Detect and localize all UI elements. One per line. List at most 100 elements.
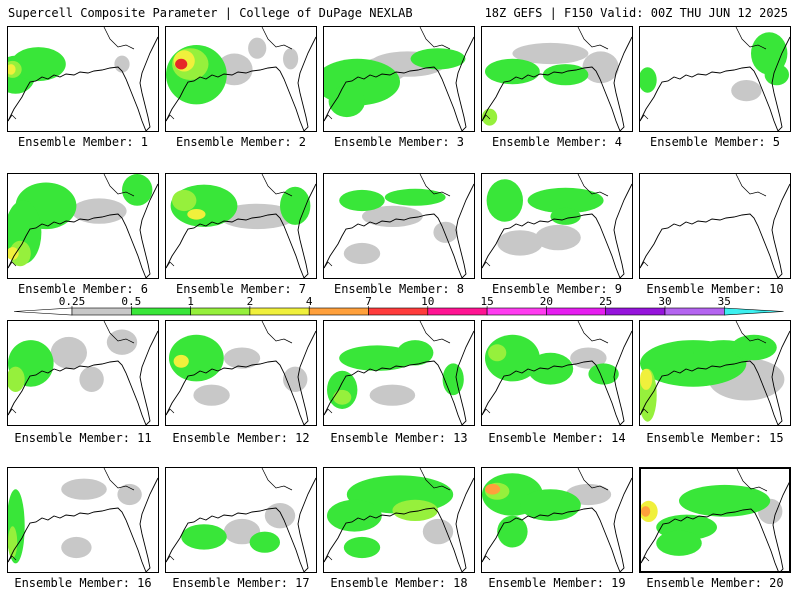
member-caption: Ensemble Member: 2: [175, 135, 307, 149]
coastline: [640, 183, 790, 278]
ensemble-panel: [639, 26, 791, 132]
colorbar-label: 10: [421, 296, 434, 308]
colorbar-low-arrow: [14, 307, 73, 316]
coastline: [482, 477, 632, 572]
scp-contour: [582, 51, 619, 84]
member-caption: Ensemble Member: 8: [333, 282, 465, 296]
border-line: [324, 408, 333, 416]
scp-contour: [433, 221, 458, 243]
scp-contour: [764, 64, 789, 86]
coastline: [482, 330, 632, 425]
panel-map: [482, 321, 632, 425]
member-caption: Ensemble Member: 5: [649, 135, 781, 149]
scp-contour: [486, 179, 523, 222]
colorbar-label: 1: [187, 296, 194, 308]
coastline: [8, 183, 158, 278]
border-line: [166, 114, 175, 122]
panel-map: [8, 321, 158, 425]
colorbar-label: 0.25: [59, 296, 86, 308]
ensemble-panel: [165, 173, 317, 279]
member-caption: Ensemble Member: 19: [488, 576, 626, 590]
scp-contour: [248, 37, 267, 59]
ensemble-panel: [323, 320, 475, 426]
state-line: [103, 321, 135, 344]
member-caption: Ensemble Member: 17: [172, 576, 310, 590]
scp-contour: [339, 189, 385, 212]
colorbar-swatch: [605, 307, 666, 316]
member-caption: Ensemble Member: 16: [14, 576, 152, 590]
member-caption: Ensemble Member: 13: [330, 431, 468, 445]
member-caption: Ensemble Member: 4: [491, 135, 623, 149]
ensemble-panel: [7, 26, 159, 132]
scp-contour: [512, 42, 589, 65]
panel-map: [482, 174, 632, 278]
scp-contour: [731, 334, 777, 361]
scp-contour: [11, 47, 66, 82]
scp-contour: [79, 366, 104, 392]
member-caption: Ensemble Member: 12: [172, 431, 310, 445]
colorbar-swatch: [308, 307, 369, 316]
scp-contour: [181, 524, 227, 550]
member-caption: Ensemble Member: 6: [17, 282, 149, 296]
colorbar-label: 4: [306, 296, 313, 308]
border-line: [8, 261, 17, 269]
panel-map: [640, 27, 790, 131]
ensemble-panel: [481, 467, 633, 573]
scp-contour: [9, 240, 31, 267]
scp-contour: [527, 352, 574, 385]
scp-contour: [283, 48, 299, 70]
state-line: [261, 321, 293, 344]
member-caption: Ensemble Member: 15: [646, 431, 784, 445]
border-line: [8, 114, 17, 122]
scp-contour: [397, 340, 434, 366]
scp-contour: [8, 526, 18, 559]
panel-map: [641, 469, 789, 571]
state-line: [419, 174, 451, 197]
state-line: [419, 27, 451, 50]
border-line: [482, 261, 491, 269]
state-line: [577, 174, 609, 197]
coastline: [166, 183, 316, 278]
panel-map: [324, 27, 474, 131]
border-line: [166, 555, 175, 563]
ensemble-panel: [165, 26, 317, 132]
coastline: [640, 330, 790, 425]
scp-contour: [328, 85, 365, 118]
colorbar-label: 15: [480, 296, 493, 308]
border-line: [641, 556, 650, 564]
ensemble-panel: [639, 467, 791, 573]
state-line: [419, 321, 451, 344]
ensemble-panel: [639, 320, 791, 426]
scp-contour: [488, 344, 507, 362]
scp-contour: [362, 205, 423, 227]
border-line: [166, 261, 175, 269]
scp-contour: [410, 48, 466, 70]
ensemble-panel: [323, 26, 475, 132]
panel-map: [166, 468, 316, 572]
border-line: [640, 408, 649, 416]
colorbar: 0.25 0.5 1 2 4 7 10 15 20 25 30 35: [14, 296, 784, 316]
coastline: [8, 477, 158, 572]
member-caption: Ensemble Member: 3: [333, 135, 465, 149]
member-caption: Ensemble Member: 10: [646, 282, 784, 296]
ensemble-panel: [165, 320, 317, 426]
scp-contour: [61, 536, 92, 559]
panel-map: [8, 27, 158, 131]
scp-contour: [640, 368, 653, 390]
colorbar-high-arrow: [723, 307, 784, 316]
colorbar-swatch: [546, 307, 607, 316]
member-caption: Ensemble Member: 7: [175, 282, 307, 296]
coastline: [641, 481, 789, 571]
state-line: [577, 321, 609, 344]
panel-map: [324, 321, 474, 425]
ensemble-panel: [323, 173, 475, 279]
scp-contour: [442, 363, 464, 396]
scp-contour: [588, 363, 619, 385]
colorbar-swatch: [486, 307, 547, 316]
border-line: [640, 261, 649, 269]
coastline: [324, 330, 474, 425]
member-caption: Ensemble Member: 9: [491, 282, 623, 296]
border-line: [8, 408, 17, 416]
scp-contour: [731, 80, 762, 102]
ensemble-panel: [7, 467, 159, 573]
